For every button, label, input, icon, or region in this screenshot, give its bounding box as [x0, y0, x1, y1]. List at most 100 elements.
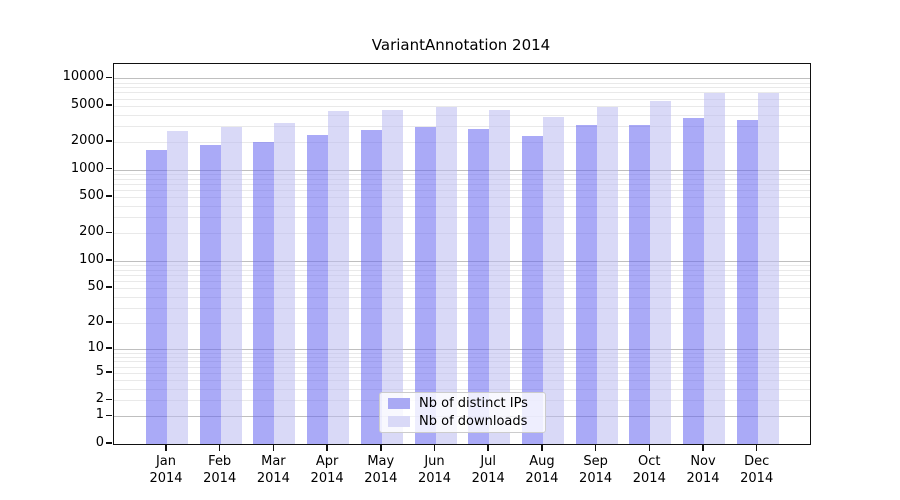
y-tick-label-500: 500 — [79, 188, 104, 204]
gridline-100 — [114, 260, 810, 262]
x-tick-label-aug: Aug 2014 — [525, 454, 559, 486]
y-tick-label-10: 10 — [87, 339, 104, 355]
y-tick-50 — [106, 286, 112, 288]
legend-label-distinct-ips: Nb of distinct IPs — [419, 396, 528, 411]
gridline-50 — [114, 287, 810, 289]
gridline-900 — [114, 173, 810, 175]
x-tick-label-mar: Mar 2014 — [256, 454, 290, 486]
y-tick-label-200: 200 — [79, 224, 104, 240]
bar-distinct-ips-feb — [199, 144, 221, 444]
bar-distinct-ips-jan — [146, 149, 167, 444]
gridline-90 — [114, 264, 810, 266]
y-tick-1 — [106, 414, 112, 417]
legend-item-downloads: Nb of downloads — [388, 414, 537, 429]
x-tick-jan — [165, 444, 167, 451]
y-tick-label-20: 20 — [87, 314, 104, 330]
y-tick-2000 — [106, 140, 112, 142]
gridline-4 — [114, 380, 810, 382]
y-tick-10000 — [106, 76, 112, 79]
gridline-9 — [114, 352, 810, 354]
x-tick-aug — [541, 444, 543, 451]
gridline-200 — [114, 233, 810, 235]
chart-title: VariantAnnotation 2014 — [371, 36, 551, 54]
bar-downloads-aug — [542, 116, 564, 444]
gridline-10 — [114, 348, 810, 350]
legend-swatch-downloads — [388, 416, 410, 427]
bar-distinct-ips-dec — [736, 120, 758, 444]
y-tick-5000 — [106, 104, 112, 106]
x-tick-sep — [594, 444, 597, 451]
gridline-2000 — [114, 142, 810, 144]
y-tick-label-1: 1 — [95, 407, 104, 423]
y-tick-label-10000: 10000 — [62, 69, 104, 85]
legend-item-distinct-ips: Nb of distinct IPs — [388, 396, 537, 411]
gridline-7000 — [114, 92, 810, 94]
bar-distinct-ips-aug — [521, 135, 543, 444]
y-tick-label-5000: 5000 — [70, 96, 104, 112]
bar-distinct-ips-jul — [468, 128, 490, 444]
y-tick-20 — [106, 321, 112, 323]
y-tick-100 — [106, 259, 112, 261]
gridline-400 — [114, 206, 810, 208]
bar-downloads-may — [381, 110, 403, 444]
gridline-1000 — [114, 169, 810, 171]
y-tick-1000 — [106, 167, 112, 170]
bar-downloads-feb — [220, 127, 242, 444]
bar-downloads-jun — [435, 106, 457, 444]
bar-distinct-ips-may — [360, 129, 382, 444]
bar-downloads-mar — [274, 123, 296, 444]
x-tick-label-may: May 2014 — [364, 454, 398, 486]
bar-downloads-jan — [167, 131, 188, 444]
x-tick-may — [380, 444, 382, 451]
bar-downloads-sep — [596, 107, 618, 444]
y-tick-label-1000: 1000 — [70, 160, 104, 176]
gridline-300 — [114, 217, 810, 219]
y-tick-label-5: 5 — [95, 363, 104, 379]
plot-area — [113, 63, 811, 445]
y-tick-label-100: 100 — [79, 251, 104, 267]
bar-distinct-ips-nov — [683, 118, 704, 444]
gridline-20 — [114, 323, 810, 325]
x-tick-label-jan: Jan 2014 — [149, 454, 183, 486]
gridline-800 — [114, 178, 810, 180]
y-tick-0 — [106, 442, 112, 444]
bar-downloads-apr — [328, 111, 350, 444]
gridline-10000 — [114, 78, 810, 80]
gridline-70 — [114, 274, 810, 276]
x-tick-label-jun: Jun 2014 — [417, 454, 452, 486]
y-tick-200 — [106, 231, 112, 234]
legend-swatch-distinct-ips — [388, 398, 410, 409]
gridline-6 — [114, 366, 810, 368]
gridline-80 — [114, 269, 810, 271]
y-tick-label-2000: 2000 — [70, 133, 104, 149]
x-tick-jun — [433, 444, 436, 451]
bar-distinct-ips-jun — [414, 127, 436, 444]
legend-label-downloads: Nb of downloads — [419, 414, 528, 429]
y-tick-5 — [106, 371, 112, 373]
gridline-500 — [114, 197, 810, 199]
bar-distinct-ips-sep — [575, 125, 597, 444]
gridline-700 — [114, 183, 810, 185]
gridline-9000 — [114, 82, 810, 84]
x-tick-oct — [648, 444, 651, 451]
bar-downloads-nov — [704, 92, 725, 444]
bar-downloads-oct — [650, 100, 672, 444]
x-tick-label-jul: Jul 2014 — [471, 454, 505, 486]
bar-distinct-ips-apr — [307, 135, 329, 444]
y-tick-500 — [106, 195, 112, 197]
gridline-5000 — [114, 105, 810, 107]
x-tick-label-feb: Feb 2014 — [203, 454, 237, 486]
bar-distinct-ips-mar — [253, 142, 275, 444]
x-tick-jul — [487, 444, 489, 451]
y-tick-label-50: 50 — [87, 278, 104, 294]
gridline-40 — [114, 296, 810, 298]
x-tick-label-apr: Apr 2014 — [310, 454, 344, 486]
x-tick-feb — [218, 444, 221, 451]
gridline-7 — [114, 361, 810, 363]
gridline-8 — [114, 356, 810, 358]
x-tick-label-nov: Nov 2014 — [686, 454, 720, 486]
x-tick-label-oct: Oct 2014 — [632, 454, 666, 486]
y-tick-label-2: 2 — [95, 391, 104, 407]
gridline-4000 — [114, 114, 810, 116]
